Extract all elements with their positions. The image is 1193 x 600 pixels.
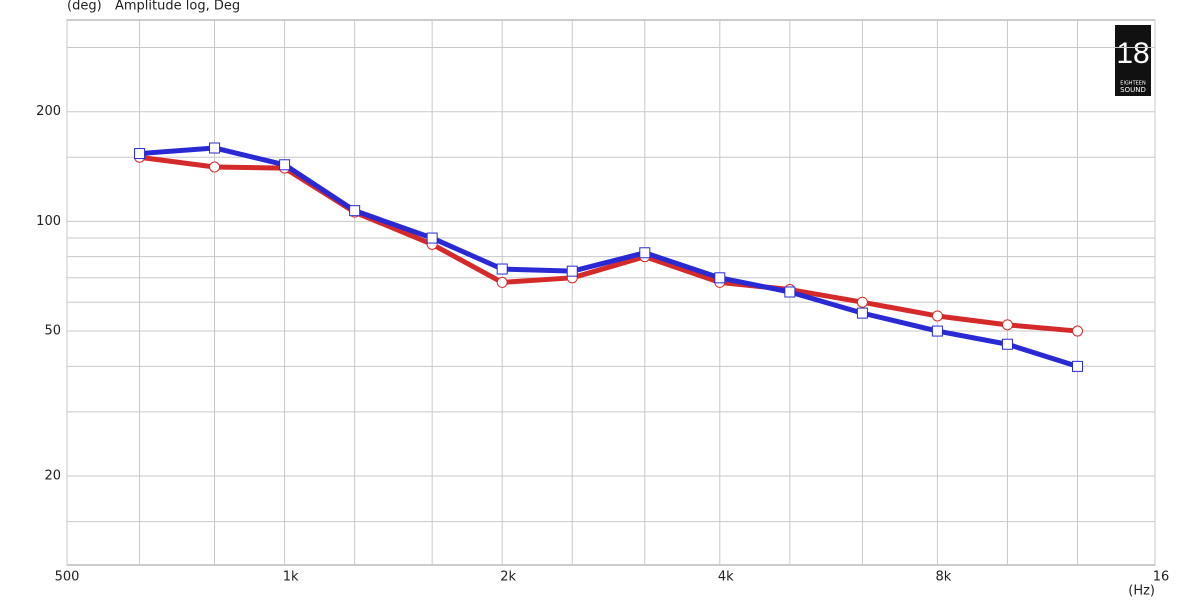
point <box>1072 325 1084 337</box>
plot <box>134 142 1084 372</box>
point <box>209 161 221 173</box>
x-tick-label: 500 <box>55 570 80 585</box>
point <box>1001 319 1013 331</box>
grid <box>66 20 1156 565</box>
point <box>349 205 361 217</box>
point <box>1072 360 1084 372</box>
plot-frame <box>66 19 1156 566</box>
x-tick-label: 2k <box>500 570 516 585</box>
logo-text: EIGHTEEN <box>1120 81 1146 87</box>
series-line <box>139 145 1079 369</box>
point <box>566 265 578 277</box>
series-line <box>139 154 1078 334</box>
point <box>931 310 943 322</box>
point <box>856 307 868 319</box>
point <box>134 148 146 160</box>
x-tick-label: 16 <box>1153 570 1170 585</box>
y-tick-label: 100 <box>36 214 61 229</box>
point <box>784 286 796 298</box>
x-tick-label: 8k <box>935 570 951 585</box>
chart-title: Amplitude log, Deg <box>115 0 240 14</box>
logo: 18 EIGHTEEN SOUND <box>1115 25 1151 96</box>
x-tick-label: 4k <box>718 570 734 585</box>
point <box>279 159 291 171</box>
logo-text: SOUND <box>1120 86 1146 94</box>
x-axis-label: (Hz) <box>1128 584 1155 599</box>
point <box>1001 338 1013 350</box>
y-tick-label: 50 <box>44 324 61 339</box>
y-tick-label: 20 <box>44 469 61 484</box>
y-tick-label: 200 <box>36 104 61 119</box>
logo-box <box>1115 25 1151 96</box>
point <box>496 276 508 288</box>
point <box>426 232 438 244</box>
point <box>856 296 868 308</box>
point <box>209 142 221 154</box>
point <box>496 263 508 275</box>
y-axis-label: (deg) <box>67 0 102 14</box>
point <box>639 247 651 259</box>
point <box>931 325 943 337</box>
x-tick-label: 1k <box>283 570 299 585</box>
logo-number: 18 <box>1116 37 1149 70</box>
point <box>714 272 726 284</box>
